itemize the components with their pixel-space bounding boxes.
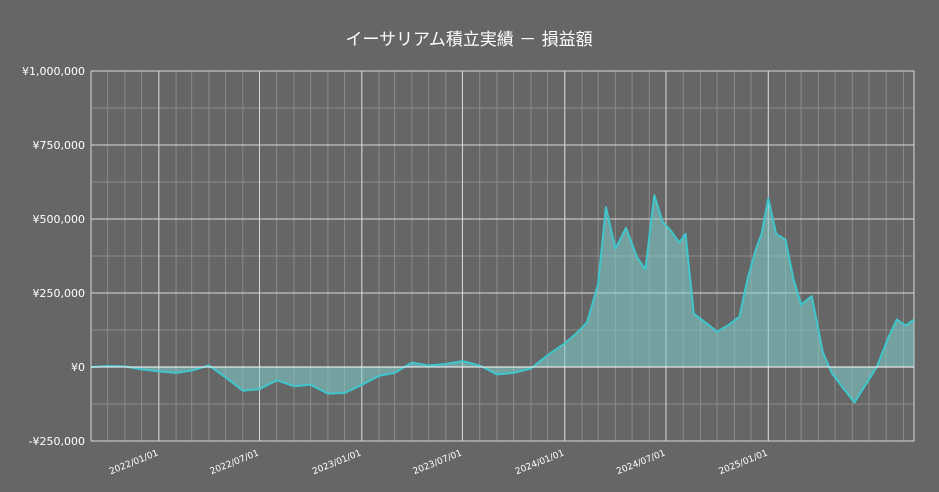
y-tick-label: ¥500,000	[33, 213, 86, 226]
x-tick-label: 2023/01/01	[311, 449, 363, 478]
y-tick-label: ¥250,000	[33, 287, 86, 300]
y-tick-label: ¥0	[71, 361, 85, 374]
x-tick-label: 2024/01/01	[514, 449, 566, 478]
x-axis-tick-labels: 2022/01/01 2022/07/01 2023/01/01 2023/07/01…	[108, 449, 769, 478]
x-tick-label: 2022/01/01	[108, 449, 160, 478]
y-tick-label: -¥250,000	[29, 435, 85, 448]
chart-title: イーサリアム積立実績 － 損益額	[345, 30, 592, 50]
y-tick-label: ¥750,000	[33, 139, 86, 152]
x-tick-label: 2023/07/01	[412, 449, 464, 478]
series-area	[91, 195, 914, 403]
x-tick-label: 2025/01/01	[718, 449, 770, 478]
y-axis-tick-labels: ¥1,000,000 ¥750,000 ¥500,000 ¥250,000 ¥0 -¥25…	[22, 65, 85, 448]
grid-major	[90, 70, 915, 442]
x-tick-label: 2024/07/01	[615, 449, 667, 478]
y-tick-label: ¥1,000,000	[22, 65, 85, 78]
grid-minor	[90, 71, 914, 441]
x-tick-label: 2022/07/01	[209, 449, 261, 478]
series-line	[90, 194, 915, 404]
